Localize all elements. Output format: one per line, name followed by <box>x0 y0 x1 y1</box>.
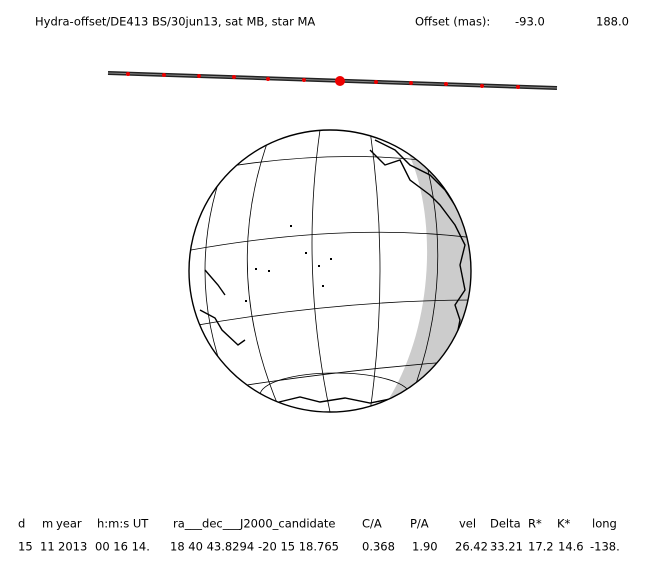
column-header: m <box>42 517 53 531</box>
cell: 14.6 <box>558 540 584 554</box>
column-header: vel <box>459 517 476 531</box>
cell: 1.90 <box>412 540 438 554</box>
offset-dec: 188.0 <box>596 15 629 29</box>
column-header: h:m:s UT <box>97 517 149 531</box>
cell: 18 40 43.8294 <box>170 540 254 554</box>
column-header: K* <box>557 517 571 531</box>
cell: 2013 <box>58 540 87 554</box>
result-table: d m year h:m:s UT ra___dec___J2000_candi… <box>18 517 620 554</box>
cell: 17.2 <box>528 540 554 554</box>
column-header: d <box>18 517 25 531</box>
title: Hydra-offset/DE413 BS/30jun13, sat MB, s… <box>35 15 315 29</box>
cell: 11 <box>40 540 55 554</box>
cell: 26.42 <box>455 540 488 554</box>
cell: 0.368 <box>362 540 395 554</box>
column-header: P/A <box>410 517 429 531</box>
offset-ra: -93.0 <box>515 15 545 29</box>
cell: -20 15 18.765 <box>258 540 339 554</box>
column-header: Delta <box>490 517 521 531</box>
cell: -138. <box>590 540 620 554</box>
column-header: long <box>592 517 617 531</box>
column-header: ra___dec___J2000_candidate <box>173 517 335 531</box>
shadow-track <box>107 71 558 90</box>
column-header: C/A <box>362 517 382 531</box>
offset-label: Offset (mas): <box>415 15 490 29</box>
cell: 33.21 <box>490 540 523 554</box>
column-header: R* <box>528 517 542 531</box>
cell: 15 <box>18 540 33 554</box>
cell: 00 16 14. <box>95 540 150 554</box>
column-header: year <box>56 517 82 531</box>
